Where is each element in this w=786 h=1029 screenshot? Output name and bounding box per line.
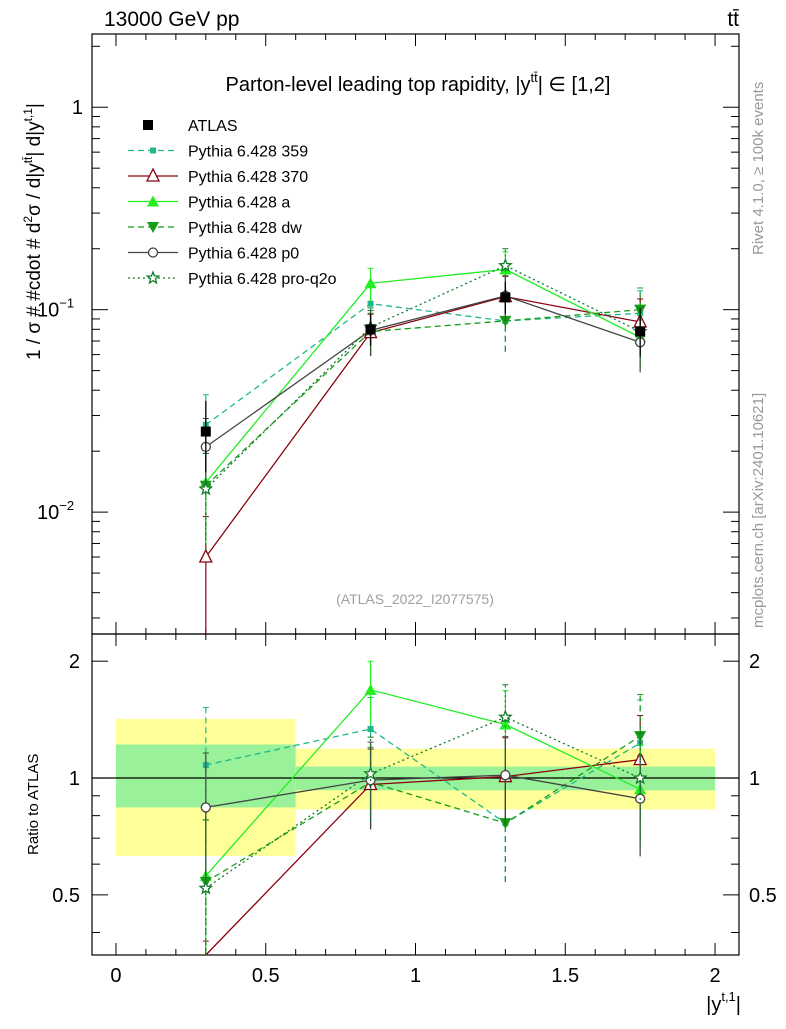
marker-point <box>147 195 159 207</box>
marker-point <box>364 683 377 695</box>
series-line-main <box>205 264 641 490</box>
x-tick-label: 1 <box>410 965 421 987</box>
marker-point <box>500 769 511 781</box>
marker-point <box>145 167 161 182</box>
marker-point <box>635 326 646 337</box>
legend-label: Pythia 6.428 dw <box>188 220 302 237</box>
legend-label: Pythia 6.428 pro-q2o <box>188 271 337 288</box>
series-line-ratio <box>205 716 641 889</box>
main-y-tick-label: 10−2 <box>37 498 74 524</box>
marker-point <box>367 726 374 733</box>
legend-marker-atlas <box>143 120 153 130</box>
series-line-ratio <box>205 735 641 883</box>
ratio-series-group <box>198 660 648 956</box>
marker-point <box>500 292 511 303</box>
marker-point <box>198 548 213 563</box>
main-y-axis-label: 1 / σ # #cdot # d2σ / d|ytt̄| d|yt,1| <box>21 103 45 360</box>
marker-point <box>198 481 214 496</box>
mcplots-label: mcplots.cern.ch [arXiv:2401.10621] <box>750 393 767 628</box>
marker-point <box>147 247 159 258</box>
ratio-y-tick-label-right: 0.5 <box>749 885 777 907</box>
series-line-main <box>205 303 641 426</box>
ratio-y-tick-label-right: 2 <box>749 651 760 673</box>
marker-point <box>200 426 211 437</box>
rivet-label: Rivet 4.1.0, ≥ 100k events <box>750 82 767 255</box>
x-tick-label: 2 <box>709 965 720 987</box>
marker-point <box>498 709 513 724</box>
marker-point <box>499 718 512 730</box>
marker-point <box>632 770 648 785</box>
series-line-ratio <box>205 728 641 824</box>
series-line-main <box>205 295 641 558</box>
legend-label: Pythia 6.428 a <box>188 195 290 212</box>
process-label: tt̄ <box>727 8 739 31</box>
analysis-id: (ATLAS_2022_I2077575) <box>336 591 494 607</box>
energy-label: 13000 GeV pp <box>104 8 239 31</box>
series-line-main <box>205 295 641 448</box>
ratio-y-tick-label: 2 <box>69 651 80 673</box>
marker-point <box>363 766 379 781</box>
marker-point <box>365 324 376 335</box>
chart-title: Parton-level leading top rapidity, |ytt̄… <box>226 70 611 96</box>
marker-point <box>498 257 513 272</box>
legend-label: Pythia 6.428 359 <box>188 144 308 161</box>
series-line-ratio <box>205 689 641 877</box>
marker-point <box>145 270 161 285</box>
main-axis-ticks: 1 10−1 10−2 <box>37 34 739 955</box>
ratio-axis-ticks: 0 0.5 1 1.5 2 2 2 1 1 0.5 0.5 <box>52 651 777 987</box>
main-y-tick-label: 1 <box>72 97 83 119</box>
marker-point <box>364 277 377 289</box>
ratio-y-axis-label: Ratio to ATLAS <box>25 754 42 855</box>
series-line-ratio <box>205 774 641 809</box>
legend-label: Pythia 6.428 p0 <box>188 246 299 263</box>
series-line-ratio <box>205 758 641 956</box>
ratio-y-tick-label-right: 1 <box>749 768 760 790</box>
legend-label: Pythia 6.428 370 <box>188 169 308 186</box>
x-tick-label: 1.5 <box>551 965 579 987</box>
marker-point <box>150 147 156 154</box>
ratio-y-tick-label: 1 <box>69 768 80 790</box>
marker-point <box>198 880 214 895</box>
marker-point <box>200 802 211 813</box>
series-line-main <box>205 268 641 483</box>
x-tick-label: 0.5 <box>252 965 280 987</box>
atlas-data-group <box>200 282 646 473</box>
x-axis-label: |yt,1| <box>706 989 741 1016</box>
legend-label-atlas: ATLAS <box>188 118 238 135</box>
marker-point <box>367 300 374 307</box>
main-y-tick-label: 10−1 <box>37 296 74 322</box>
ratio-y-tick-label: 0.5 <box>52 885 80 907</box>
legend: ATLAS Pythia 6.428 359 Pythia 6.428 370 Pyt… <box>128 118 337 288</box>
marker-point <box>634 731 647 743</box>
x-tick-label: 0 <box>110 965 121 987</box>
marker-point <box>147 222 159 233</box>
